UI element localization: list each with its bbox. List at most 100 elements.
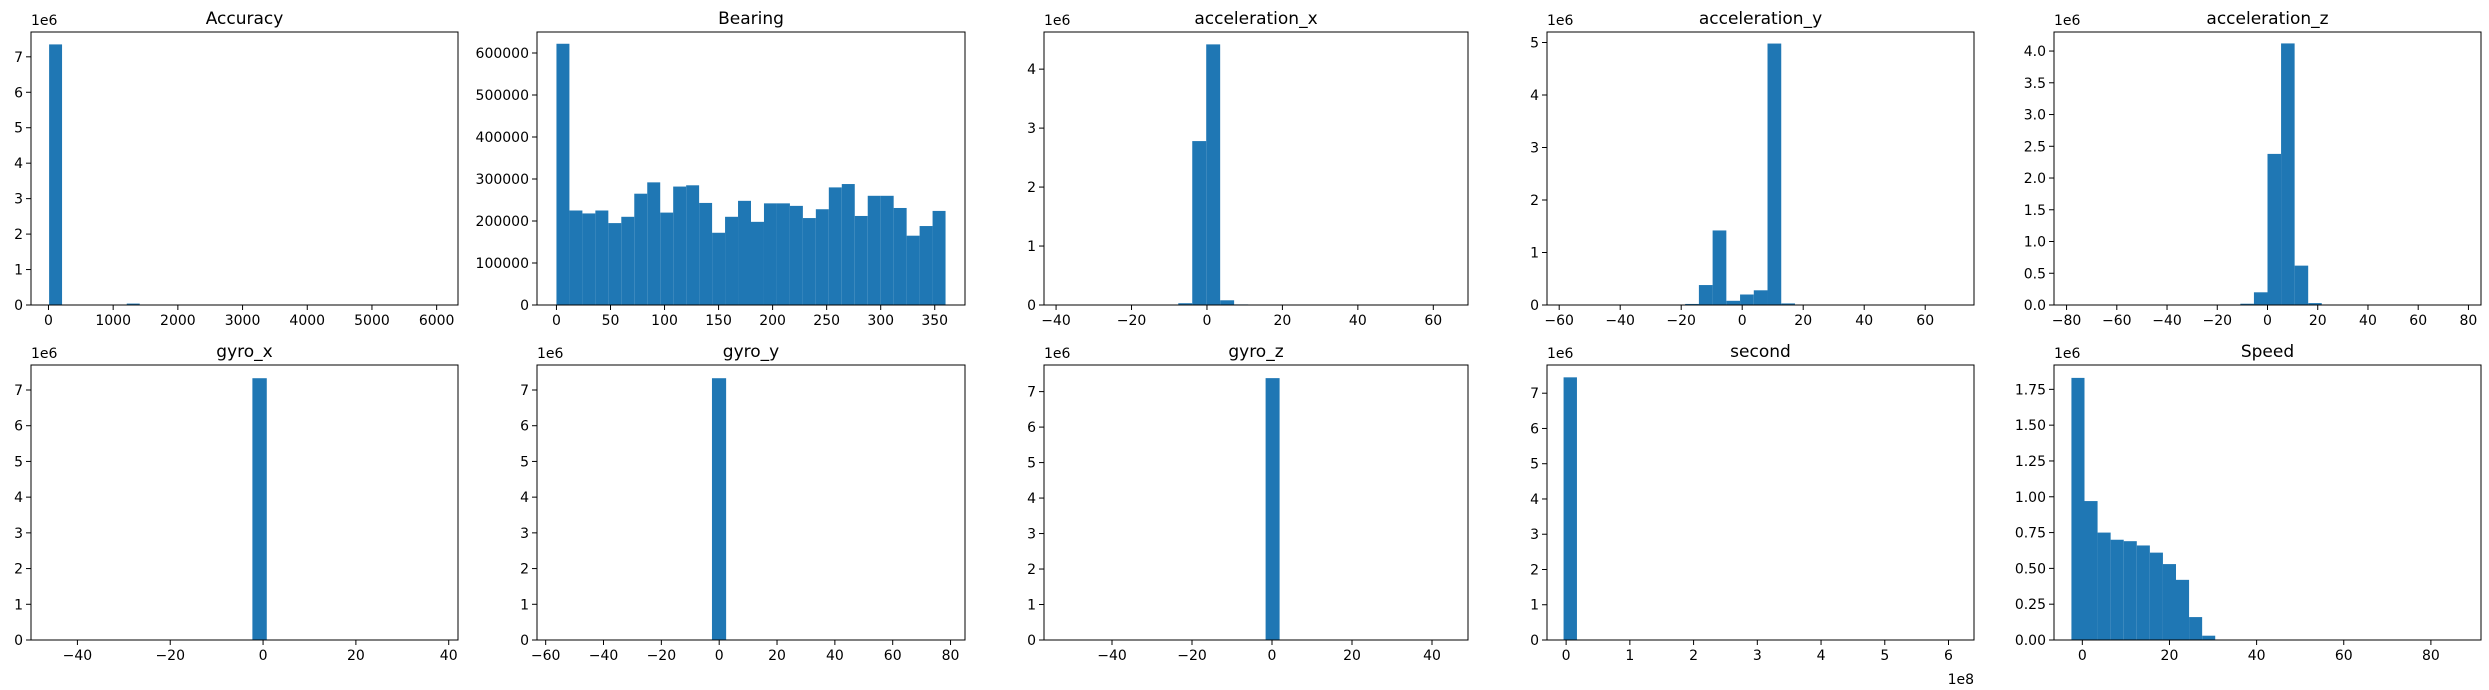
x-tick-label: 0 [2078, 648, 2087, 664]
panel-9: 0 20 40 60 80 0.00 0.25 0.50 0.75 1.00 1.25 1.50 1.7… [2015, 342, 2482, 664]
x-tick-label: 20 [1794, 313, 1812, 329]
histogram-bar [595, 210, 609, 305]
x-tick-label: −20 [1666, 313, 1696, 329]
x-tick-label: 60 [2335, 648, 2353, 664]
x-tick-label: 0 [259, 648, 268, 664]
y-tick-label: 400000 [476, 130, 529, 146]
x-tick-label: 0 [44, 313, 53, 329]
y-tick-label: 3 [14, 192, 23, 208]
histogram-bar [841, 184, 855, 305]
y-multiplier-label: 1e6 [31, 346, 58, 362]
x-tick-label: −20 [2202, 313, 2232, 329]
x-tick-label: −20 [647, 648, 677, 664]
chart-title: acceleration_x [1194, 9, 1317, 29]
y-tick-label: 2 [1027, 562, 1036, 578]
y-tick-label: 1.00 [2015, 490, 2046, 506]
x-tick-label: 60 [2409, 313, 2427, 329]
x-tick-label: 0 [1268, 648, 1277, 664]
chart-title: acceleration_z [2206, 9, 2328, 29]
axes-frame [1546, 31, 1975, 306]
histogram-bar [1178, 303, 1193, 305]
histogram-bar [2308, 303, 2322, 305]
x-tick-label: 0 [1738, 313, 1747, 329]
histogram-bar [893, 207, 907, 305]
y-tick-label: 0.0 [2024, 298, 2046, 314]
histogram-bar [867, 195, 881, 305]
histogram-bar [608, 223, 622, 305]
histogram-bar [621, 216, 635, 305]
histogram-bar [2202, 635, 2216, 640]
x-tick-label: 100 [651, 313, 678, 329]
histogram-bar [711, 378, 727, 640]
x-tick-label: 6000 [419, 313, 455, 329]
chart-title: gyro_z [1228, 342, 1283, 362]
y-tick-label: 6 [14, 85, 23, 101]
panel-3: −60 −40 −20 0 20 40 60 0 1 2 3 4 5 1e6 acceleration_y [1530, 9, 1975, 329]
y-tick-label: 4.0 [2024, 44, 2046, 60]
x-tick-label: 40 [1423, 648, 1441, 664]
x-tick-label: −40 [589, 648, 619, 664]
axes-frame [536, 31, 966, 306]
x-tick-label: 350 [921, 313, 948, 329]
y-tick-label: 0.00 [2015, 633, 2046, 649]
y-tick-label: 3 [1530, 141, 1539, 157]
y-tick-label: 1 [520, 597, 529, 613]
chart-title: acceleration_y [1699, 9, 1822, 29]
y-tick-label: 7 [14, 383, 23, 399]
y-tick-label: 3 [520, 526, 529, 542]
panel-6: −60 −40 −20 0 20 40 60 80 0 1 2 3 4 5 6 7 1e6 gyro_y [520, 342, 966, 664]
panel-2: −40 −20 0 20 40 60 0 1 2 3 4 1e6 acceleration_x [1027, 9, 1469, 329]
histogram-bar [673, 186, 687, 305]
panel-8: 0 1 2 3 4 5 6 0 1 2 3 4 5 6 7 1e6 1e8 second [1530, 342, 1975, 688]
histogram-bar [2149, 552, 2163, 640]
histogram-bar [932, 210, 946, 305]
x-tick-label: −60 [1544, 313, 1574, 329]
y-multiplier-label: 1e6 [2054, 346, 2081, 362]
y-tick-label: 0 [520, 633, 529, 649]
y-tick-label: 3.0 [2024, 108, 2046, 124]
x-tick-label: −40 [1041, 313, 1071, 329]
y-tick-label: 7 [520, 383, 529, 399]
y-tick-label: 1.0 [2024, 235, 2046, 251]
y-tick-label: 3.5 [2024, 76, 2046, 92]
y-tick-label: 600000 [476, 46, 529, 62]
x-tick-label: 0 [1202, 313, 1211, 329]
y-tick-label: 5 [1530, 36, 1539, 52]
x-tick-label: 20 [1273, 313, 1291, 329]
x-tick-label: −20 [155, 648, 185, 664]
y-multiplier-label: 1e6 [1044, 346, 1071, 362]
y-tick-label: 0.25 [2015, 597, 2046, 613]
y-tick-label: 300000 [476, 172, 529, 188]
x-tick-label: 20 [2161, 648, 2179, 664]
y-tick-label: 5 [14, 454, 23, 470]
y-tick-label: 2 [1530, 193, 1539, 209]
histogram-bar [1206, 44, 1221, 305]
y-multiplier-label: 1e6 [1044, 13, 1071, 29]
y-tick-label: 7 [1530, 386, 1539, 402]
histogram-bar [556, 43, 570, 305]
histogram-bar [647, 182, 661, 305]
y-tick-label: 0.75 [2015, 526, 2046, 542]
histogram-bar [2071, 377, 2085, 640]
y-multiplier-label: 1e6 [2054, 13, 2081, 29]
y-tick-label: 1.50 [2015, 418, 2046, 434]
y-tick-label: 6 [1530, 421, 1539, 437]
x-tick-label: 6 [1944, 648, 1953, 664]
histogram-bar [2267, 153, 2282, 305]
y-tick-label: 5 [1530, 457, 1539, 473]
y-tick-label: 3 [14, 526, 23, 542]
axes-frame [536, 364, 966, 641]
x-tick-label: 5 [1880, 648, 1889, 664]
x-tick-label: 20 [768, 648, 786, 664]
x-tick-label: 20 [1343, 648, 1361, 664]
y-tick-label: 1 [1027, 239, 1036, 255]
x-tick-label: 40 [2248, 648, 2266, 664]
y-tick-label: 5 [520, 454, 529, 470]
y-tick-label: 4 [1027, 491, 1036, 507]
x-tick-label: −60 [531, 648, 561, 664]
y-tick-label: 4 [14, 156, 23, 172]
y-tick-label: 7 [14, 50, 23, 66]
x-tick-label: 40 [1349, 313, 1367, 329]
x-tick-label: 5000 [354, 313, 390, 329]
x-tick-label: −40 [2152, 313, 2182, 329]
